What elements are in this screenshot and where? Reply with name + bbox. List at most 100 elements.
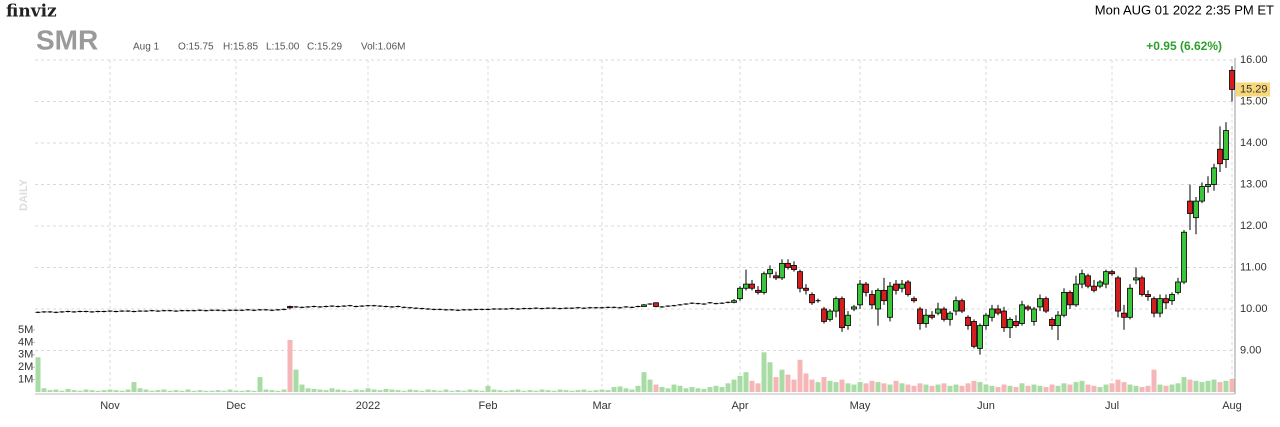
candle-body [1229,69,1235,90]
volume-bar [707,387,713,392]
bar-date: Aug 1 [133,42,160,53]
y-tick-label: 13.00 [1240,178,1268,190]
y-tick-label: 10.00 [1240,303,1268,315]
volume-bar [179,390,185,392]
volume-bar [275,390,281,392]
candle-body [1151,298,1157,314]
volume-bar [521,390,527,392]
volume-bar [941,383,947,392]
volume-bar [575,390,581,392]
candle-body [743,283,749,289]
candle-body [911,298,917,302]
volume-bar [59,390,65,392]
volume-bar [839,379,845,392]
y-tick-label: 16.00 [1240,54,1268,66]
volume-bar [1193,380,1199,392]
candle-body [653,302,659,307]
x-tick-label: Apr [731,400,748,412]
volume-bar [227,389,233,392]
volume-bar [851,384,857,392]
y-tick-label: 9.00 [1240,344,1261,356]
x-tick-label: May [850,400,871,412]
volume-bar [137,388,143,392]
volume-bar [995,387,1001,392]
volume-bar [233,390,239,392]
candle-body [977,325,983,349]
x-tick-label: Aug [1222,400,1242,412]
volume-bar [1127,384,1133,392]
x-tick-label: Mar [593,400,612,412]
volume-bar [503,390,509,392]
volume-bar [689,387,695,392]
candle-body [1181,231,1187,283]
volume-bar [563,390,569,392]
volume-bar [155,390,161,392]
volume-bar [899,383,905,392]
y-tick-label: 15.00 [1240,95,1268,107]
volume-bar [65,388,71,392]
candle-body [749,283,755,289]
candle-body [893,283,899,291]
candle-body [923,314,929,324]
volume-bar [53,389,59,392]
volume-bar [461,390,467,392]
volume-bar [749,380,755,392]
ticker: SMR [36,24,98,55]
volume-bar [263,389,269,392]
volume-bar [767,362,773,392]
candle-body [1025,306,1031,310]
volume-bar [197,390,203,392]
candle-body [995,308,1001,314]
volume-bar [803,373,809,392]
volume-bar [89,390,95,392]
volume-bar [791,379,797,392]
volume-bar [299,384,305,392]
volume-bar [893,380,899,392]
volume-bar [425,389,431,392]
volume-bar [257,377,263,392]
x-tick-label: Jun [977,400,995,412]
candle-body [731,300,737,303]
volume-bar [1109,383,1115,392]
volume-bar [293,369,299,392]
candle-body [1115,277,1121,312]
candle-body [881,289,887,302]
candle-body [1175,281,1181,293]
volume-bar [1115,379,1121,392]
volume-bar [671,384,677,392]
volume-bar [515,389,521,392]
candle-body [935,308,941,314]
candle-body [941,308,947,320]
volume-bar [845,383,851,392]
volume-bar [287,339,293,392]
volume-bar [605,390,611,392]
volume-bar [131,382,137,392]
volume-bar [47,390,53,392]
candle-body [821,308,827,322]
volume-bar [917,383,923,392]
candle-body [803,287,809,291]
volume-bar [113,390,119,392]
volume-bar [395,390,401,392]
candle-body [965,316,971,326]
volume-bar [833,382,839,392]
volume-bar [587,390,593,392]
volume-bar [1163,385,1169,392]
logo[interactable]: finviz [6,2,57,22]
volume-tick-label: 5M [18,324,33,336]
volume-bar [329,388,335,392]
volume-bar [1169,384,1175,392]
candle-body [1013,321,1019,327]
period-label: DAILY [18,178,30,211]
volume-bar [347,390,353,392]
candle-body [833,298,839,312]
volume-bar [977,382,983,392]
volume-bar [737,375,743,392]
candle-body [1073,283,1079,306]
candle-body [1097,281,1103,287]
candle-body [851,306,857,310]
volume-bar [1229,378,1235,392]
volume-bar [317,389,323,392]
candle-body [953,300,959,312]
